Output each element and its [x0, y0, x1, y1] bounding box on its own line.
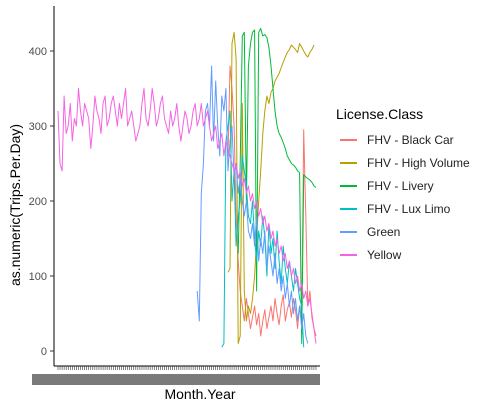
y-tick-label: 0	[41, 346, 47, 358]
legend-key	[340, 184, 357, 187]
x-tick-labels-overlap	[32, 374, 320, 385]
legend-label: FHV - Black Car	[367, 132, 454, 147]
x-axis-label: Month.Year	[164, 386, 236, 402]
legend-label: Yellow	[367, 247, 402, 262]
legend-item: Yellow	[336, 243, 470, 266]
legend-label: FHV - Lux Limo	[367, 201, 451, 216]
legend-item: Green	[336, 220, 470, 243]
legend-label: FHV - High Volume	[367, 155, 470, 170]
legend-title: License.Class	[336, 106, 424, 122]
legend-key	[340, 253, 357, 256]
legend-key	[340, 161, 357, 164]
series-line-fhv-livery	[237, 28, 317, 344]
legend-key	[340, 207, 357, 210]
series-line-green	[196, 65, 309, 344]
chart-marks: 0 100 200 300 400	[29, 6, 320, 385]
y-tick-label: 400	[29, 46, 47, 58]
legend-key	[340, 230, 357, 233]
legend-item: FHV - Lux Limo	[336, 197, 470, 220]
legend-item: FHV - Livery	[336, 174, 470, 197]
y-axis-label: as.numeric(Trips.Per.Day)	[7, 123, 23, 287]
y-tick-label: 100	[29, 271, 47, 283]
series-line-yellow	[57, 88, 317, 344]
y-tick-label: 200	[29, 196, 47, 208]
legend-label: FHV - Livery	[367, 178, 434, 193]
y-tick-label: 300	[29, 121, 47, 133]
legend-key	[340, 138, 357, 141]
legend: License.Class FHV - Black Car FHV - High …	[336, 106, 470, 266]
legend-item: FHV - High Volume	[336, 151, 470, 174]
legend-label: Green	[367, 224, 401, 239]
series-line-fhv-high-volume	[227, 31, 315, 344]
legend-item: FHV - Black Car	[336, 128, 470, 151]
legend-items: FHV - Black Car FHV - High Volume FHV - Li…	[336, 128, 470, 266]
